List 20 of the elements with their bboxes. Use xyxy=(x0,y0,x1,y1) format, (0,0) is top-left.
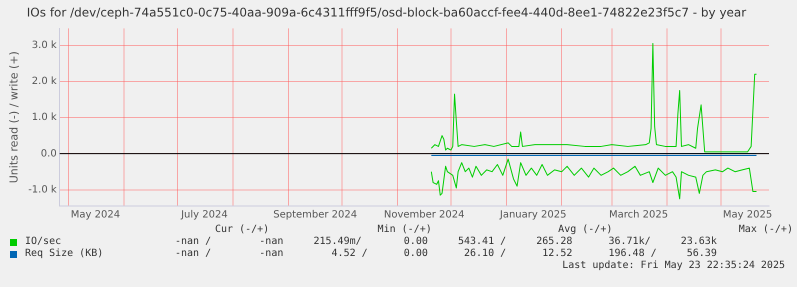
y-tick-label: -1.0 k xyxy=(28,184,57,196)
y-tick-label: 0.0 xyxy=(40,148,57,160)
y-tick-label: 3.0 k xyxy=(32,40,57,51)
text: -nan / -nan 215.49m/ 0.00 543.41 / 265.28 36.71k/ 23.63k xyxy=(175,236,717,248)
text: -nan / -nan 4.52 / 0.00 26.10 / 12.52 196.48 / 56.39 xyxy=(175,248,717,260)
x-tick-label: January 2025 xyxy=(498,210,566,221)
text: Last update: Fri May 23 22:35:24 2025 xyxy=(561,260,785,272)
legend-label: Req Size (KB) xyxy=(25,248,104,260)
x-tick-label: July 2024 xyxy=(180,210,228,221)
text: Cur (-/+) Min (-/+) Avg (-/+) Max (-/+) xyxy=(214,224,793,236)
x-tick-label: March 2025 xyxy=(609,210,668,221)
x-tick-label: September 2024 xyxy=(273,210,358,221)
chart-title: IOs for /dev/ceph-74a551c0-0c75-40aa-909a-6c4311fff9f5/osd-block-ba60accf-fee4-440d-8ee1-74822e23f5c7 - by year xyxy=(26,5,746,20)
y-tick-label: 2.0 k xyxy=(32,76,57,88)
y-tick-label: 1.0 k xyxy=(32,112,57,124)
legend-label: IO/sec xyxy=(25,236,62,248)
x-tick-label: November 2024 xyxy=(384,210,464,221)
x-tick-label: May 2025 xyxy=(722,210,772,221)
x-tick-label: May 2024 xyxy=(70,210,120,221)
y-axis-title: Units read (-) / write (+) xyxy=(7,51,20,184)
